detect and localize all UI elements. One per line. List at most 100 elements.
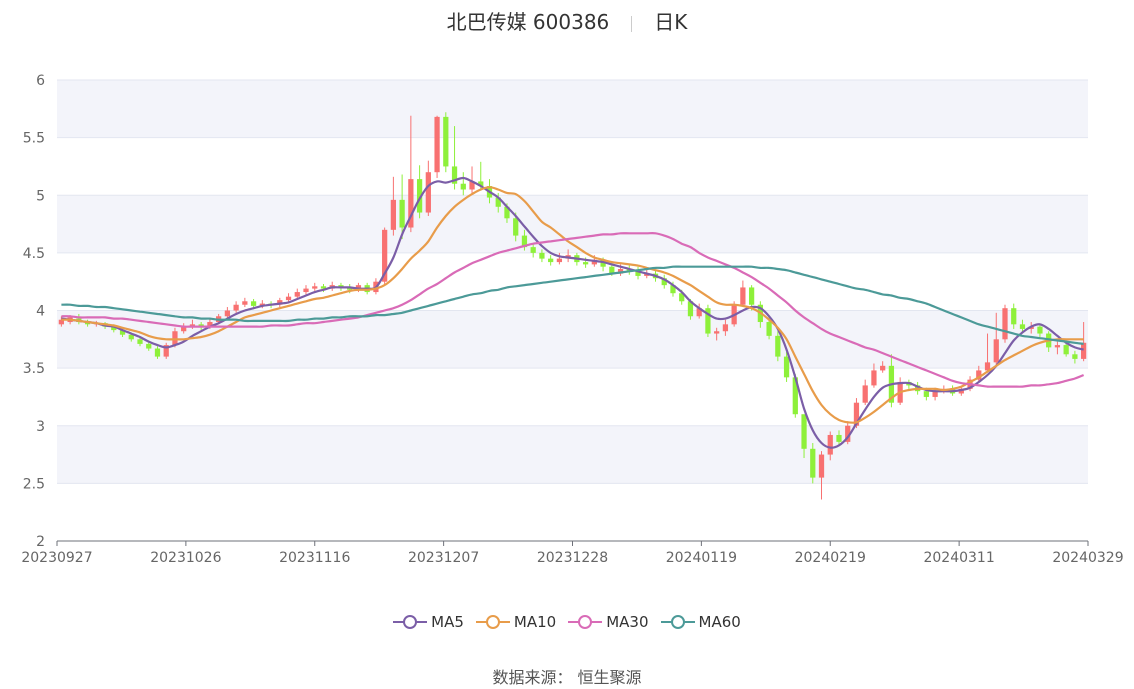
candle-body: [976, 370, 982, 380]
candle: [451, 126, 458, 190]
y-tick-label: 6: [36, 73, 45, 89]
candle-body: [382, 229, 388, 282]
candle-body: [617, 269, 624, 274]
candle-body: [181, 326, 187, 332]
candle-body: [250, 301, 257, 306]
candle: [434, 115, 440, 178]
candle-body: [748, 287, 755, 305]
candle-body: [1002, 308, 1008, 340]
candle: [242, 297, 248, 308]
candle: [871, 363, 877, 388]
candle-body: [766, 322, 772, 336]
candle-body: [303, 288, 309, 293]
candle-body: [207, 322, 213, 327]
candle: [154, 346, 161, 359]
candle-body: [443, 116, 449, 167]
candle: [460, 172, 466, 196]
legend: MA5 MA10 MA30 MA60: [0, 612, 1134, 631]
candle: [984, 333, 991, 373]
candle: [993, 312, 999, 365]
legend-item-ma30[interactable]: MA30: [568, 613, 649, 631]
candle-body: [880, 365, 886, 371]
candle-body: [722, 324, 729, 332]
candle: [84, 319, 91, 327]
candle: [722, 319, 729, 336]
candle: [714, 327, 720, 341]
candle: [224, 307, 230, 319]
candle-body: [871, 370, 877, 386]
candle-body: [84, 322, 91, 325]
candle-body: [128, 334, 134, 340]
y-tick-label: 5.5: [23, 131, 45, 147]
candle: [740, 280, 746, 308]
data-source-label: 数据来源：: [492, 668, 573, 687]
candle: [810, 443, 816, 484]
candle-body: [775, 335, 781, 357]
candle-body: [399, 199, 405, 228]
legend-label: MA10: [513, 612, 557, 631]
candle: [539, 249, 545, 263]
candle-body: [556, 258, 563, 263]
x-tick-label: 20230927: [21, 550, 92, 566]
legend-marker-icon: [660, 615, 695, 629]
candle-body: [277, 300, 283, 305]
ma-line-ma30: [61, 232, 1085, 388]
candle: [976, 365, 982, 382]
candle: [390, 176, 397, 236]
candle: [1054, 341, 1061, 355]
candle-body: [294, 292, 300, 297]
period-label: 日K: [654, 10, 688, 34]
candle-body: [993, 339, 999, 363]
candle-body: [1063, 345, 1069, 355]
candle-body: [792, 377, 798, 415]
candle-body: [1054, 345, 1061, 348]
candle-body: [189, 324, 196, 327]
candle: [277, 297, 283, 308]
candle-body: [451, 166, 458, 184]
candle-body: [714, 331, 720, 334]
candle-body: [827, 434, 833, 455]
legend-item-ma10[interactable]: MA10: [475, 612, 557, 631]
candle-body: [163, 345, 169, 357]
candle: [399, 174, 405, 240]
candle: [312, 282, 318, 291]
candle: [1063, 342, 1069, 357]
candle-body: [408, 179, 414, 228]
candle-body: [338, 285, 344, 288]
candle-body: [801, 414, 807, 449]
title-separator: [631, 15, 633, 32]
candle-body: [923, 391, 929, 397]
candle-body: [539, 252, 545, 259]
legend-marker-icon: [475, 615, 510, 629]
candle-body: [58, 319, 64, 325]
candle: [862, 379, 868, 406]
candle: [880, 361, 886, 373]
candle-body: [513, 218, 519, 236]
legend-label: MA60: [698, 612, 741, 631]
ma-line-ma10: [61, 186, 1084, 424]
legend-item-ma60[interactable]: MA60: [660, 612, 741, 631]
legend-marker-icon: [393, 615, 428, 629]
candle-body: [1037, 326, 1043, 334]
candle-body: [172, 331, 178, 346]
x-tick-label: 20240119: [666, 550, 737, 566]
y-tick-label: 5: [36, 188, 45, 204]
candle-body: [259, 303, 265, 306]
candle-body: [845, 425, 851, 442]
candle-body: [146, 343, 152, 349]
stock-name-code: 北巴传媒 600386: [446, 10, 610, 34]
candle: [801, 414, 807, 459]
candle: [1072, 350, 1078, 364]
candle-body: [958, 388, 964, 394]
legend-item-ma5[interactable]: MA5: [393, 613, 464, 631]
candle: [425, 160, 431, 216]
candle-body: [626, 269, 632, 272]
candle-body: [119, 330, 126, 335]
candle: [556, 252, 563, 265]
candle-body: [836, 434, 842, 442]
candle: [836, 430, 842, 447]
candle: [408, 115, 414, 233]
candle: [530, 243, 536, 258]
candle-body: [478, 181, 484, 187]
